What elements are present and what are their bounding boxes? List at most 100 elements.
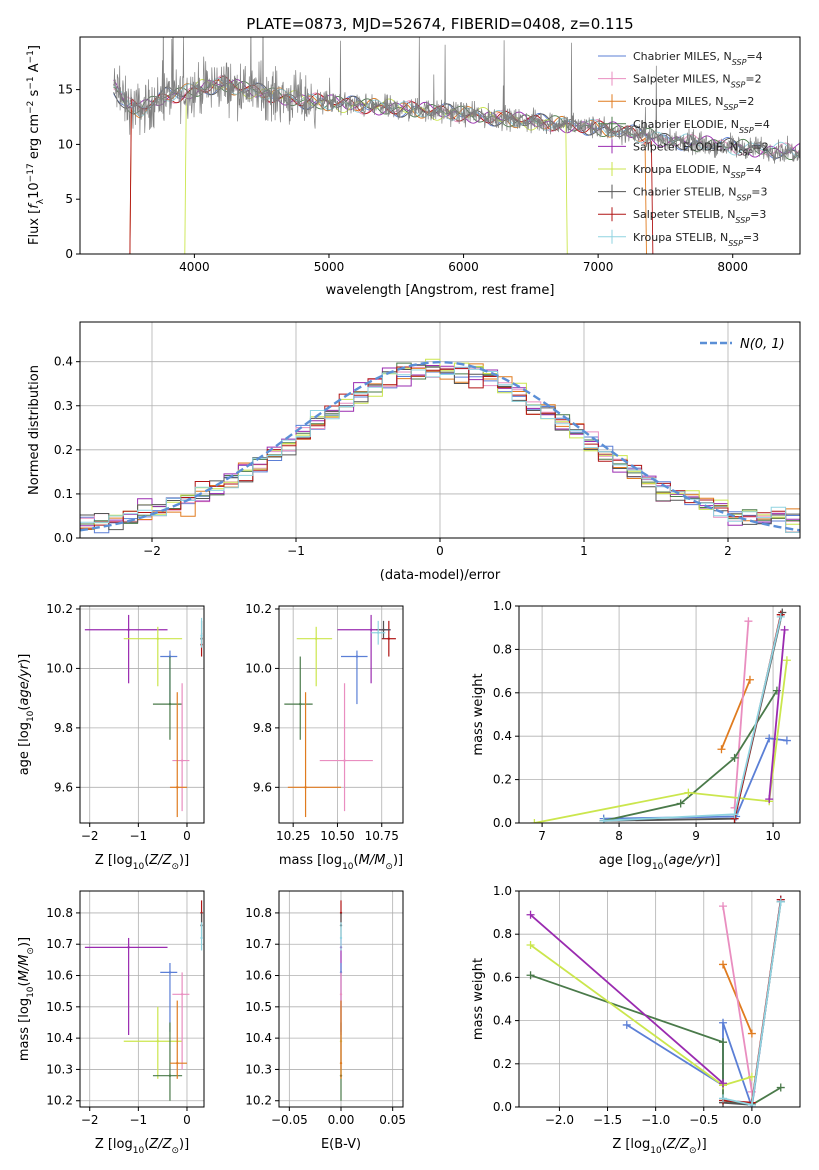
mass-weight-marker bbox=[730, 753, 739, 762]
y-axis-label: age [log10(age/yr)] bbox=[17, 654, 36, 776]
mass-weight-marker bbox=[719, 1094, 728, 1103]
mass-weight-marker bbox=[776, 1083, 785, 1092]
x-tick-label: 2 bbox=[724, 544, 732, 558]
y-tick-label: 10.6 bbox=[245, 969, 272, 983]
mass-weight-marker bbox=[719, 1038, 728, 1047]
mass-weight-line bbox=[722, 905, 753, 1093]
axes-frame bbox=[278, 605, 404, 824]
data-point bbox=[176, 1061, 179, 1065]
y-tick-label: 1.0 bbox=[493, 884, 512, 898]
data-point bbox=[127, 628, 130, 631]
y-axis-label: Normed distribution bbox=[27, 365, 42, 495]
y-tick-label: 0.4 bbox=[493, 729, 512, 743]
x-tick-label: 8 bbox=[615, 829, 623, 843]
x-tick-label: 7000 bbox=[583, 260, 614, 274]
legend-label: Chabrier STELIB, NSSP=3 bbox=[633, 186, 767, 203]
mass-weight-marker bbox=[719, 1079, 728, 1088]
x-tick-label: 5000 bbox=[314, 260, 345, 274]
data-point bbox=[168, 1074, 172, 1077]
y-tick-label: 10.2 bbox=[245, 1094, 272, 1108]
panel-mass-age: 10.25 10.50 10.75 9.6 9.8 10.0 10.2 mass [log10… bbox=[245, 602, 404, 872]
y-axis-label: mass weight bbox=[471, 673, 486, 755]
x-tick-label: 8000 bbox=[717, 260, 748, 274]
mass-weight-marker bbox=[765, 795, 774, 804]
y-tick-label: 0.2 bbox=[493, 1057, 512, 1071]
mass-weight-line bbox=[534, 660, 788, 823]
y-tick-label: 10.7 bbox=[46, 937, 73, 951]
plot-area bbox=[284, 614, 396, 818]
mass-weight-marker bbox=[782, 736, 791, 745]
legend-label: Salpeter STELIB, NSSP=3 bbox=[633, 208, 766, 225]
y-tick-label: 0.4 bbox=[493, 1014, 512, 1028]
y-tick-label: 0.8 bbox=[493, 642, 512, 656]
mass-weight-line bbox=[529, 914, 724, 1084]
mass-weight-marker bbox=[745, 675, 754, 684]
x-tick-label: 7 bbox=[538, 829, 546, 843]
mass-weight-marker bbox=[747, 1072, 756, 1081]
data-point bbox=[176, 786, 179, 789]
x-tick-label: 0.00 bbox=[328, 1113, 355, 1127]
legend-label: Kroupa ELODIE, NSSP=4 bbox=[633, 163, 762, 180]
x-tick-label: 10.50 bbox=[320, 829, 354, 843]
mass-weight-marker bbox=[526, 941, 535, 949]
x-axis-label: E(B-V) bbox=[321, 1137, 361, 1152]
y-tick-label: 10.0 bbox=[46, 661, 73, 675]
x-tick-label: 10.25 bbox=[276, 829, 310, 843]
mass-weight-marker bbox=[730, 810, 739, 819]
mass-weight-marker bbox=[765, 734, 774, 743]
mass-weight-marker bbox=[676, 799, 685, 808]
y-tick-label: 0.3 bbox=[54, 399, 73, 413]
panel-age-massweight: 7 8 9 10 0.0 0.2 0.4 0.6 0.8 1.0 age [log10(age/yr… bbox=[471, 599, 801, 872]
y-axis-label: mass weight bbox=[471, 958, 486, 1040]
panel-EBV-mass: −0.05 0.00 0.05 10.2 10.3 10.4 10.5 10.6 10.7 10.… bbox=[245, 890, 406, 1152]
y-tick-label: 9.6 bbox=[54, 780, 73, 794]
x-tick-label: −2.0 bbox=[545, 1113, 574, 1127]
x-tick-label: −2 bbox=[81, 829, 99, 843]
x-axis-label: age [log10(age/yr)] bbox=[599, 853, 721, 872]
x-tick-label: 6000 bbox=[448, 260, 479, 274]
x-tick-label: 4000 bbox=[179, 260, 210, 274]
x-tick-label: −1.0 bbox=[641, 1113, 670, 1127]
data-point bbox=[315, 637, 318, 640]
x-tick-label: −1 bbox=[130, 1113, 148, 1127]
mass-weight-marker bbox=[776, 612, 785, 621]
data-point bbox=[156, 637, 160, 640]
plot-area bbox=[84, 614, 203, 818]
x-tick-label: −0.5 bbox=[689, 1113, 718, 1127]
y-tick-label: 9.8 bbox=[253, 721, 272, 735]
data-point bbox=[168, 971, 172, 974]
data-point bbox=[377, 631, 380, 634]
legend-label: Chabrier MILES, NSSP=4 bbox=[633, 50, 763, 67]
plot-area bbox=[80, 358, 800, 534]
mass-weight-line bbox=[733, 621, 750, 808]
y-tick-label: 9.8 bbox=[54, 721, 73, 735]
data-point bbox=[339, 936, 343, 940]
mass-weight-marker bbox=[782, 656, 791, 665]
legend-label: N(0, 1) bbox=[740, 337, 785, 352]
y-tick-label: 10.2 bbox=[46, 602, 73, 616]
axes-frame bbox=[278, 890, 404, 1108]
data-point bbox=[156, 1040, 160, 1043]
y-axis-label: Flux [fλ10−17 erg cm−2 s−1 A−1] bbox=[26, 45, 46, 245]
y-tick-label: 10.2 bbox=[245, 602, 272, 616]
mass-weight-marker bbox=[719, 902, 728, 911]
x-tick-label: 0.0 bbox=[742, 1113, 761, 1127]
x-tick-label: −1 bbox=[287, 544, 305, 558]
x-tick-label: −1 bbox=[130, 829, 148, 843]
data-point bbox=[369, 628, 373, 631]
y-tick-label: 0.6 bbox=[493, 686, 512, 700]
data-point bbox=[387, 637, 391, 640]
y-tick-label: 1.0 bbox=[493, 599, 512, 613]
spectrum-data-line bbox=[113, 37, 800, 164]
data-point bbox=[200, 634, 203, 637]
plot-area bbox=[526, 895, 785, 1107]
mass-weight-line bbox=[768, 629, 786, 800]
panel-Z-mass: −2 −1 0 10.2 10.3 10.4 10.5 10.6 10.7 10.8 Z [log1… bbox=[17, 890, 205, 1156]
x-axis-label: wavelength [Angstrom, rest frame] bbox=[326, 283, 555, 298]
y-tick-label: 0.0 bbox=[54, 531, 73, 545]
data-point bbox=[200, 936, 203, 940]
y-tick-label: 0.2 bbox=[54, 443, 73, 457]
axes-frame bbox=[79, 605, 205, 824]
